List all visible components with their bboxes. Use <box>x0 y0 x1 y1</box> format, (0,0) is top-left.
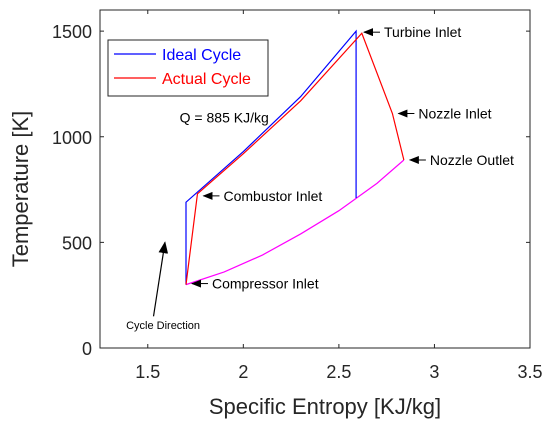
y-axis-title: Temperature [K] <box>8 111 33 268</box>
x-tick-label: 3.5 <box>517 362 542 382</box>
legend-entry: Actual Cycle <box>162 71 251 88</box>
series-line-actual-cycle <box>185 32 405 285</box>
x-tick-label: 2 <box>238 362 248 382</box>
cycle-direction-arrow <box>152 241 169 317</box>
y-tick-label: 1000 <box>52 128 92 148</box>
y-tick-label: 0 <box>82 339 92 359</box>
cycle-direction-label: Cycle Direction <box>126 320 200 332</box>
y-tick-label: 500 <box>62 233 92 253</box>
x-tick-label: 3 <box>429 362 439 382</box>
annotation-label: Combustor Inlet <box>223 188 322 204</box>
series-line-ideal-cycle <box>185 29 357 285</box>
annotation-label: Compressor Inlet <box>212 276 319 292</box>
x-tick-label: 2.5 <box>326 362 351 382</box>
annotation-label: Turbine Inlet <box>384 24 461 40</box>
y-tick-label: 1500 <box>52 22 92 42</box>
x-tick-label: 1.5 <box>135 362 160 382</box>
legend-box <box>107 39 269 97</box>
heat-rejection-curve <box>185 159 405 286</box>
x-axis-title: Specific Entropy [KJ/kg] <box>209 394 441 419</box>
annotation-label: Nozzle Outlet <box>430 152 514 168</box>
annotation-label: Nozzle Inlet <box>418 106 491 122</box>
heat-label: Q = 885 KJ/kg <box>180 110 269 126</box>
legend-entry: Ideal Cycle <box>162 47 241 64</box>
